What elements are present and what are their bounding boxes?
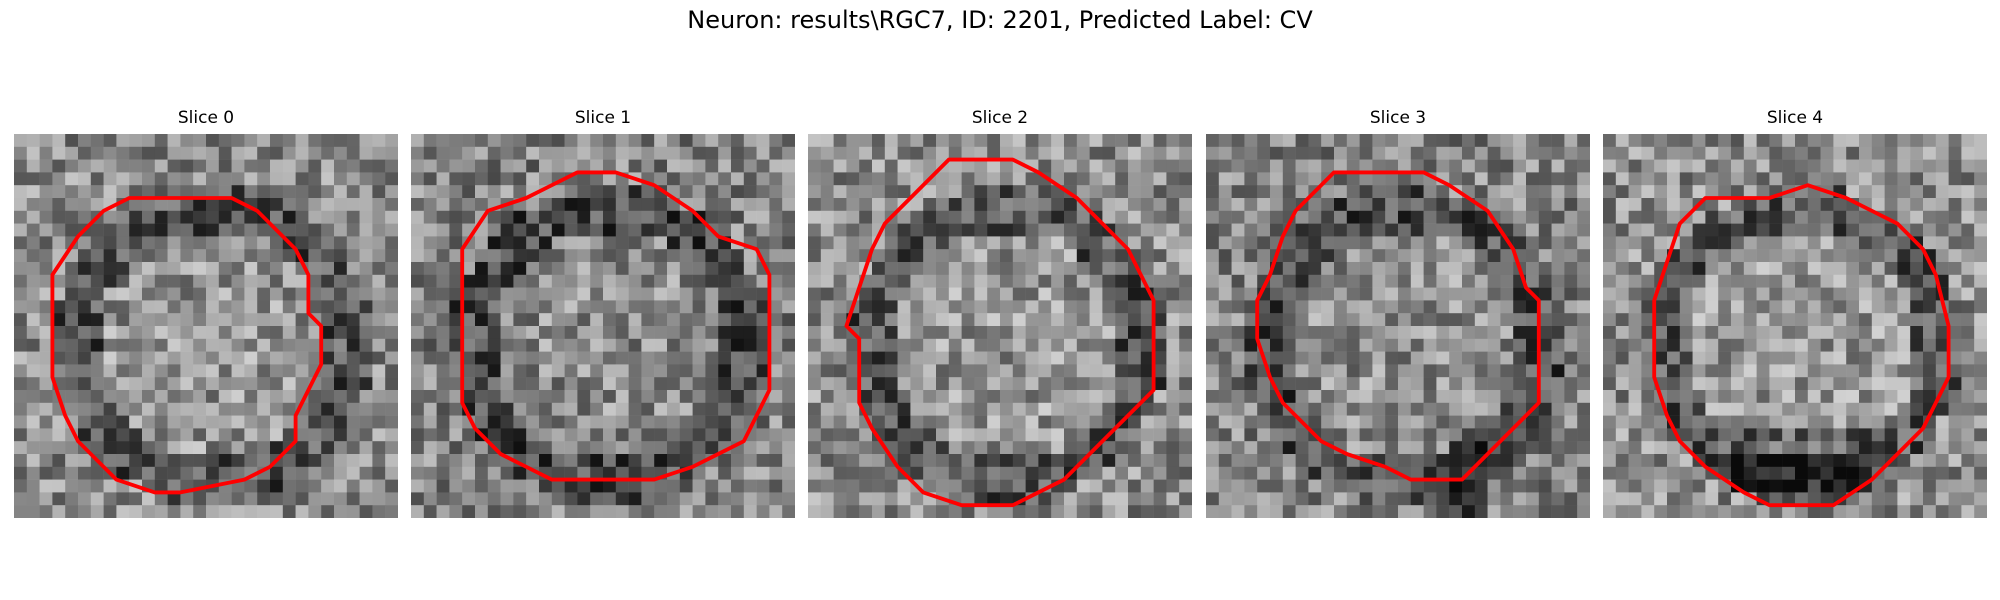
- cell-contour: [460, 170, 772, 482]
- cell-contour: [50, 196, 324, 495]
- slice-title: Slice 4: [1766, 108, 1824, 128]
- slice-title: Slice 3: [1369, 108, 1427, 128]
- cell-contour: [1255, 170, 1541, 482]
- slice-image-4: [1603, 134, 1987, 518]
- slice-image-1: [411, 134, 795, 518]
- slice-panel-2: Slice 2: [808, 108, 1192, 520]
- slice-panel-0: Slice 0: [14, 108, 398, 520]
- slice-panel-3: Slice 3: [1206, 108, 1590, 520]
- slice-image-3: [1206, 134, 1590, 518]
- cell-contour: [844, 157, 1156, 508]
- slice-image-0: [14, 134, 398, 518]
- slice-panel-1: Slice 1: [411, 108, 795, 520]
- slice-title: Slice 2: [971, 108, 1029, 128]
- slice-title: Slice 0: [177, 108, 235, 128]
- slice-image-2: [808, 134, 1192, 518]
- figure-title: Neuron: results\RGC7, ID: 2201, Predicte…: [687, 6, 1313, 34]
- slice-title: Slice 1: [574, 108, 632, 128]
- cell-contour: [1652, 183, 1951, 508]
- slice-panel-4: Slice 4: [1603, 108, 1987, 520]
